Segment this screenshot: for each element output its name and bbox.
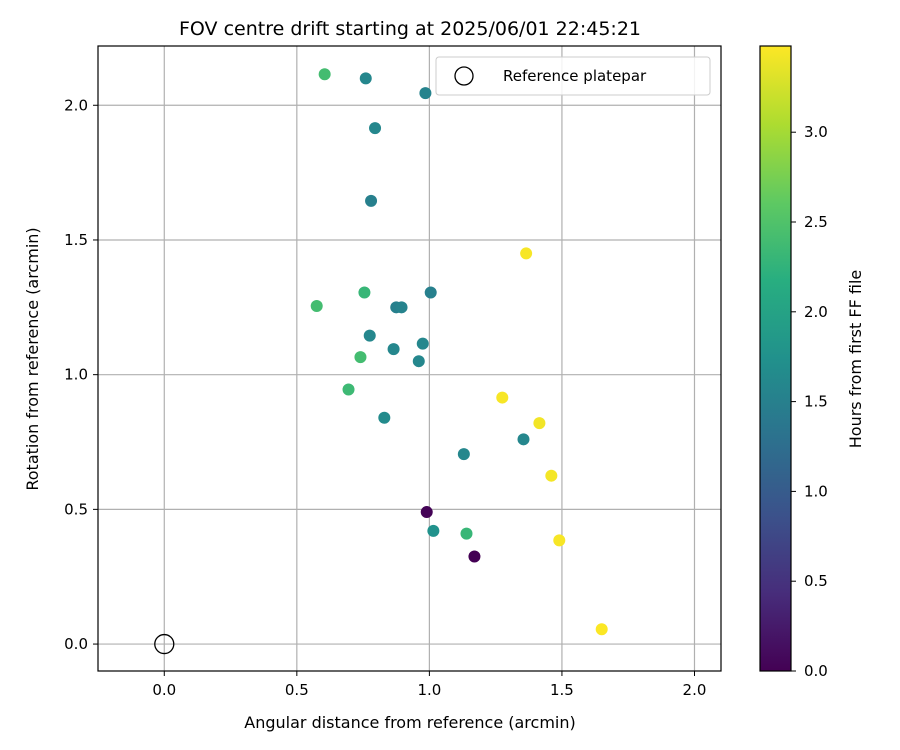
data-point [545,469,558,482]
legend-label: Reference platepar [503,67,647,85]
y-tick-label: 1.5 [64,231,88,249]
colorbar-tick-label: 1.5 [804,393,828,411]
data-point [517,433,530,446]
y-tick-label: 0.5 [64,500,88,518]
data-point [553,534,566,547]
x-axis-ticks: 0.0 0.5 1.0 1.5 2.0 [152,671,706,699]
x-axis-title: Angular distance from reference (arcmin) [244,713,575,732]
colorbar-tick-label: 0.5 [804,572,828,590]
data-point [424,286,437,299]
grid-lines [98,46,721,671]
data-point [533,417,546,430]
colorbar-title: Hours from first FF file [846,270,865,449]
y-tick-label: 1.0 [64,366,88,384]
data-point [358,286,371,299]
data-point [363,329,376,342]
plot-frame [97,45,722,672]
data-point [457,448,470,461]
data-point [387,343,400,356]
y-axis-ticks: 0.0 0.5 1.0 1.5 2.0 [64,96,98,653]
data-point [520,247,533,260]
data-point [595,623,608,636]
colorbar-tick-label: 2.5 [804,213,828,231]
data-point [359,72,372,85]
data-point [310,299,323,312]
data-point [365,194,378,207]
colorbar-gradient [759,45,792,672]
y-tick-label: 0.0 [64,635,88,653]
y-axis-title: Rotation from reference (arcmin) [23,227,42,490]
colorbar-tick-label: 3.0 [804,123,828,141]
data-point [354,351,367,364]
data-point [420,506,433,519]
data-points [310,68,608,636]
colorbar-tick-label: 2.0 [804,303,828,321]
x-tick-label: 1.5 [550,681,574,699]
data-point [468,550,481,563]
x-tick-label: 0.0 [152,681,176,699]
data-point [378,411,391,424]
data-point [369,122,382,135]
data-point [395,301,408,314]
data-point [416,337,429,350]
colorbar-tick-label: 0.0 [804,662,828,680]
data-point [318,68,331,81]
colorbar: 0.0 0.5 1.0 1.5 2.0 2.5 3.0 Hours from first F… [759,45,865,680]
data-point [342,383,355,396]
legend-marker [454,66,474,86]
data-point [460,527,473,540]
x-tick-label: 0.5 [285,681,309,699]
x-tick-label: 2.0 [683,681,707,699]
reference-platepar-marker [154,633,175,655]
data-point [419,87,432,100]
data-point [496,391,509,404]
y-tick-label: 2.0 [64,96,88,114]
data-point [427,524,440,537]
chart-title: FOV centre drift starting at 2025/06/01 … [179,18,641,40]
colorbar-ticks: 0.0 0.5 1.0 1.5 2.0 2.5 3.0 [791,123,828,680]
reference-marker-layer [154,633,175,655]
data-point [412,355,425,368]
legend-box [435,56,711,96]
x-tick-label: 1.0 [417,681,441,699]
colorbar-tick-label: 1.0 [804,482,828,500]
legend: Reference platepar [435,56,711,96]
